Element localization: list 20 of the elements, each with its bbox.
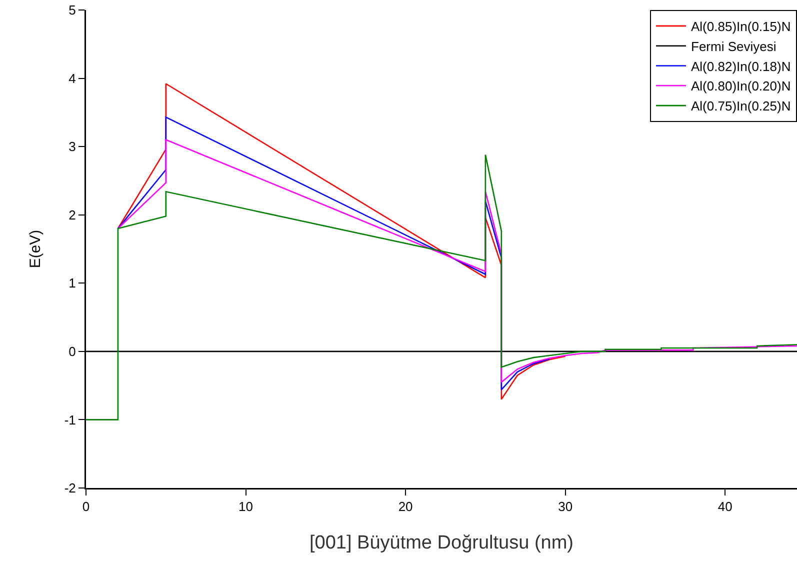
- x-tick-label: 10: [238, 499, 254, 514]
- y-tick-label: 0: [68, 344, 76, 359]
- legend-label: Fermi Seviyesi: [691, 38, 776, 54]
- y-tick-label: 4: [68, 70, 76, 86]
- y-axis-title: E(eV): [26, 230, 44, 268]
- legend-label: Al(0.75)In(0.25)N: [691, 98, 791, 114]
- legend-label: Al(0.82)In(0.18)N: [691, 58, 791, 74]
- x-axis-title: [001] Büyütme Doğrultusu (nm): [309, 532, 574, 554]
- y-tick-label: 3: [68, 139, 76, 154]
- y-tick-label: 2: [68, 207, 76, 222]
- legend-label: Al(0.85)In(0.15)N: [691, 19, 791, 34]
- x-tick-label: 20: [398, 499, 413, 514]
- y-tick-label: -1: [64, 412, 76, 428]
- y-tick-label: -2: [64, 480, 76, 496]
- x-tick-label: 0: [82, 499, 90, 514]
- y-tick-label: 1: [68, 276, 76, 291]
- x-tick-label: 40: [718, 499, 732, 514]
- x-tick-label: 30: [558, 499, 573, 514]
- y-tick-label: 5: [68, 2, 76, 18]
- legend-label: Al(0.80)In(0.20)N: [691, 78, 791, 94]
